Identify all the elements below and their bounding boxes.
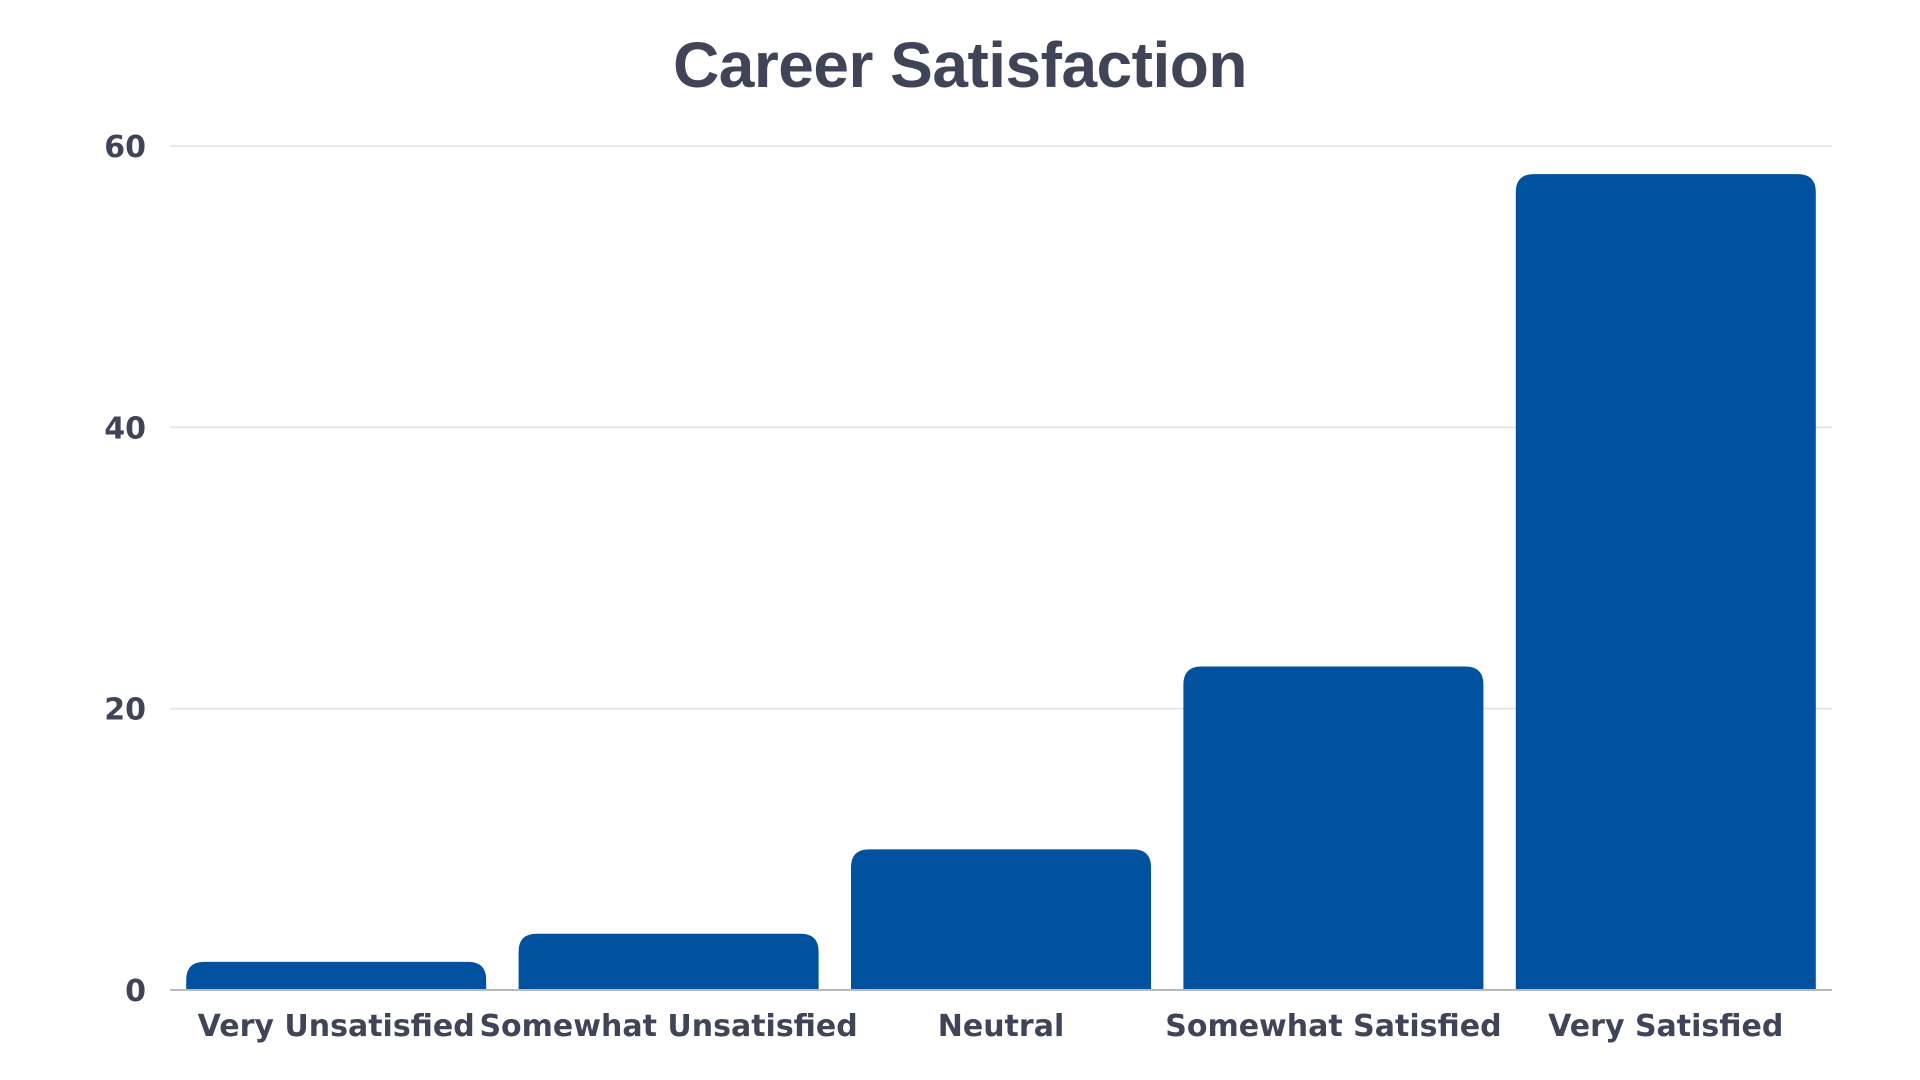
bar-2 bbox=[518, 933, 819, 990]
bar-3 bbox=[851, 849, 1151, 990]
y-tick-label-0: 0 bbox=[125, 974, 146, 1009]
y-tick-label-40: 40 bbox=[104, 411, 146, 446]
x-category-label-3: Neutral bbox=[938, 1009, 1064, 1044]
y-tick-label-20: 20 bbox=[104, 693, 146, 728]
x-category-label-4: Somewhat Satisfied bbox=[1165, 1009, 1501, 1044]
bar-5 bbox=[1515, 174, 1816, 991]
bar-1 bbox=[186, 961, 487, 990]
bar-4 bbox=[1183, 666, 1484, 990]
x-category-label-1: Very Unsatisfied bbox=[198, 1009, 475, 1044]
y-tick-label-60: 60 bbox=[104, 130, 146, 165]
chart-title: Career Satisfaction bbox=[673, 29, 1247, 101]
x-category-label-5: Very Satisfied bbox=[1548, 1009, 1783, 1044]
x-category-label-2: Somewhat Unsatisfied bbox=[479, 1009, 857, 1044]
